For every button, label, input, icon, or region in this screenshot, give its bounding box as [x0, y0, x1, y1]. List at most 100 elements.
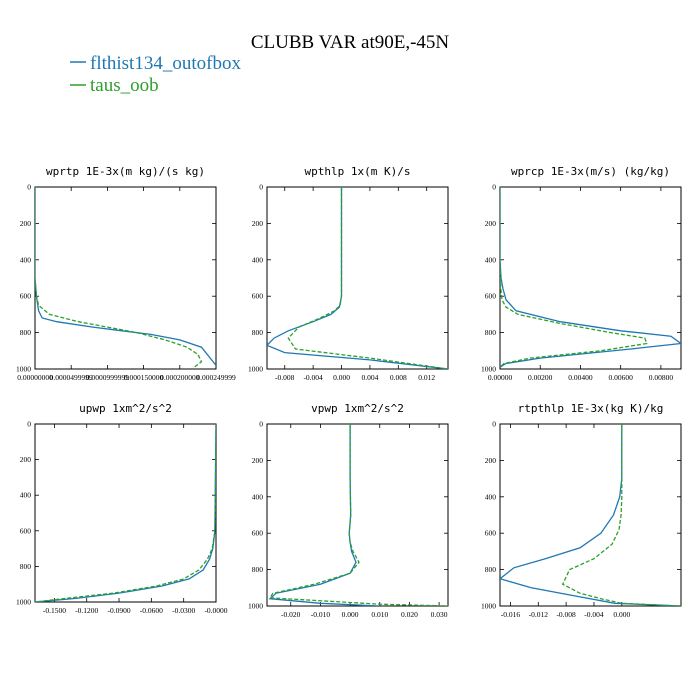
y-tick-label: 0	[27, 183, 31, 192]
panel-title: wpthlp 1x(m K)/s	[305, 165, 411, 178]
y-tick-label: 600	[252, 292, 264, 301]
y-tick-label: 200	[485, 456, 497, 465]
x-tick-label: 0.000	[333, 373, 350, 382]
x-tick-label: -0.010	[311, 610, 331, 619]
plot-frame	[34, 186, 217, 370]
series-line-flthist134	[267, 187, 448, 369]
y-tick-label: 200	[20, 455, 32, 464]
x-tick-label: -0.008	[556, 610, 576, 619]
panel-3: wprcp 1E-3x(m/s) (kg/kg) 0 200 400 600 800 100…	[481, 165, 682, 382]
y-tick-label: 800	[485, 565, 497, 574]
plot-frame	[499, 423, 682, 607]
series-line-flthist134	[500, 424, 681, 606]
x-tick-label: -0.004	[584, 610, 604, 619]
series-line-taus-oob	[500, 187, 648, 368]
x-tick-label: 0.00800	[649, 373, 674, 382]
y-tick-label: 600	[20, 526, 32, 535]
plot-frame	[34, 423, 217, 603]
y-tick-label: 1000	[16, 365, 31, 374]
panel-grid: wprtp 1E-3x(m kg)/(s kg) 0 200 400 600 800 100…	[16, 165, 682, 619]
series-line-flthist134	[500, 187, 681, 368]
y-tick-label: 800	[485, 328, 497, 337]
y-tick-label: 0	[492, 183, 496, 192]
y-tick-label: 400	[485, 255, 497, 264]
x-tick-label: 0.012	[418, 373, 435, 382]
y-tick-label: 600	[20, 292, 32, 301]
series-line-flthist134	[35, 187, 216, 366]
y-tick-label: 800	[252, 328, 264, 337]
x-tick-label: 0.010	[371, 610, 388, 619]
x-tick-label: 0.000200000	[160, 373, 200, 382]
plot-frame	[266, 186, 449, 370]
series-line-taus-oob	[268, 424, 448, 606]
y-tick-label: 0	[492, 420, 496, 429]
y-tick-label: 1000	[481, 365, 496, 374]
y-tick-label: 200	[252, 456, 264, 465]
legend: flthist134_outofbox taus_oob	[70, 53, 241, 96]
y-tick-label: 600	[252, 529, 264, 538]
y-tick-label: 600	[485, 529, 497, 538]
x-tick-label: 0.000249999	[196, 373, 236, 382]
y-tick-label: 200	[485, 219, 497, 228]
x-tick-label: -0.0000	[204, 606, 227, 615]
panel-5: vpwp 1xm^2/s^2 0 200 400 600 800 1000 -0.020 -0.…	[248, 402, 449, 619]
x-tick-label: 0.0000499999	[50, 373, 93, 382]
x-tick-label: 0.000	[613, 610, 630, 619]
y-tick-label: 800	[20, 562, 32, 571]
y-tick-label: 400	[252, 255, 264, 264]
x-tick-label: 0.00000000	[17, 373, 53, 382]
x-tick-label: 0.00200	[528, 373, 553, 382]
y-tick-label: 1000	[248, 365, 263, 374]
x-tick-label: 0.000150000	[124, 373, 164, 382]
panel-6: rtpthlp 1E-3x(kg K)/kg02004006008001000-…	[481, 402, 682, 619]
series-line-flthist134	[268, 424, 380, 606]
y-tick-label: 200	[252, 219, 264, 228]
x-tick-label: -0.0300	[172, 606, 195, 615]
x-tick-label: 0.008	[390, 373, 407, 382]
x-tick-label: -0.016	[501, 610, 521, 619]
x-tick-label: -0.0900	[107, 606, 130, 615]
x-tick-label: -0.1200	[75, 606, 98, 615]
y-tick-label: 1000	[481, 602, 496, 611]
x-tick-label: 0.000	[342, 610, 359, 619]
y-tick-label: 0	[259, 183, 263, 192]
x-tick-label: 0.004	[361, 373, 378, 382]
panel-2: wpthlp 1x(m K)/s 0 200 400 600 800 1000 -0.008-…	[248, 165, 449, 382]
series-line-taus-oob	[35, 424, 216, 602]
y-tick-label: 400	[252, 492, 264, 501]
x-tick-label: -0.1500	[43, 606, 66, 615]
x-tick-label: 0.00400	[568, 373, 593, 382]
figure-title: CLUBB VAR at90E,-45N	[251, 32, 450, 53]
panel-title: wprcp 1E-3x(m/s) (kg/kg)	[511, 165, 670, 178]
series-line-flthist134	[35, 424, 216, 602]
x-tick-label: 0.00600	[608, 373, 633, 382]
series-line-taus-oob	[35, 187, 203, 368]
legend-label-taus-oob: taus_oob	[90, 75, 159, 96]
x-tick-label: 0.020	[401, 610, 418, 619]
x-tick-label: 0.0000999999	[86, 373, 129, 382]
legend-label-flthist134: flthist134_outofbox	[90, 53, 241, 74]
y-tick-label: 0	[259, 420, 263, 429]
y-tick-label: 400	[20, 491, 32, 500]
y-tick-label: 0	[27, 420, 31, 429]
plot-frame	[499, 186, 682, 370]
x-tick-label: -0.012	[529, 610, 549, 619]
y-tick-label: 200	[20, 219, 32, 228]
y-tick-label: 600	[485, 292, 497, 301]
y-tick-label: 1000	[248, 602, 263, 611]
x-tick-label: -0.004	[303, 373, 323, 382]
panel-title: wprtp 1E-3x(m kg)/(s kg)	[46, 165, 205, 178]
panel-title: upwp 1xm^2/s^2	[79, 402, 172, 415]
y-tick-label: 400	[20, 255, 32, 264]
panel-4: upwp 1xm^2/s^2 0 200 400 600 800 1000 -0.1500 -0…	[16, 402, 228, 615]
x-tick-label: 0.00000	[488, 373, 513, 382]
panel-title: rtpthlp 1E-3x(kg K)/kg	[518, 402, 664, 415]
y-tick-label: 1000	[16, 598, 31, 607]
x-tick-label: -0.0600	[140, 606, 163, 615]
series-line-taus-oob	[287, 187, 448, 369]
y-tick-label: 400	[485, 492, 497, 501]
series-line-taus-oob	[561, 424, 681, 606]
panel-1: wprtp 1E-3x(m kg)/(s kg) 0 200 400 600 800 100…	[16, 165, 236, 382]
y-tick-label: 800	[20, 328, 32, 337]
